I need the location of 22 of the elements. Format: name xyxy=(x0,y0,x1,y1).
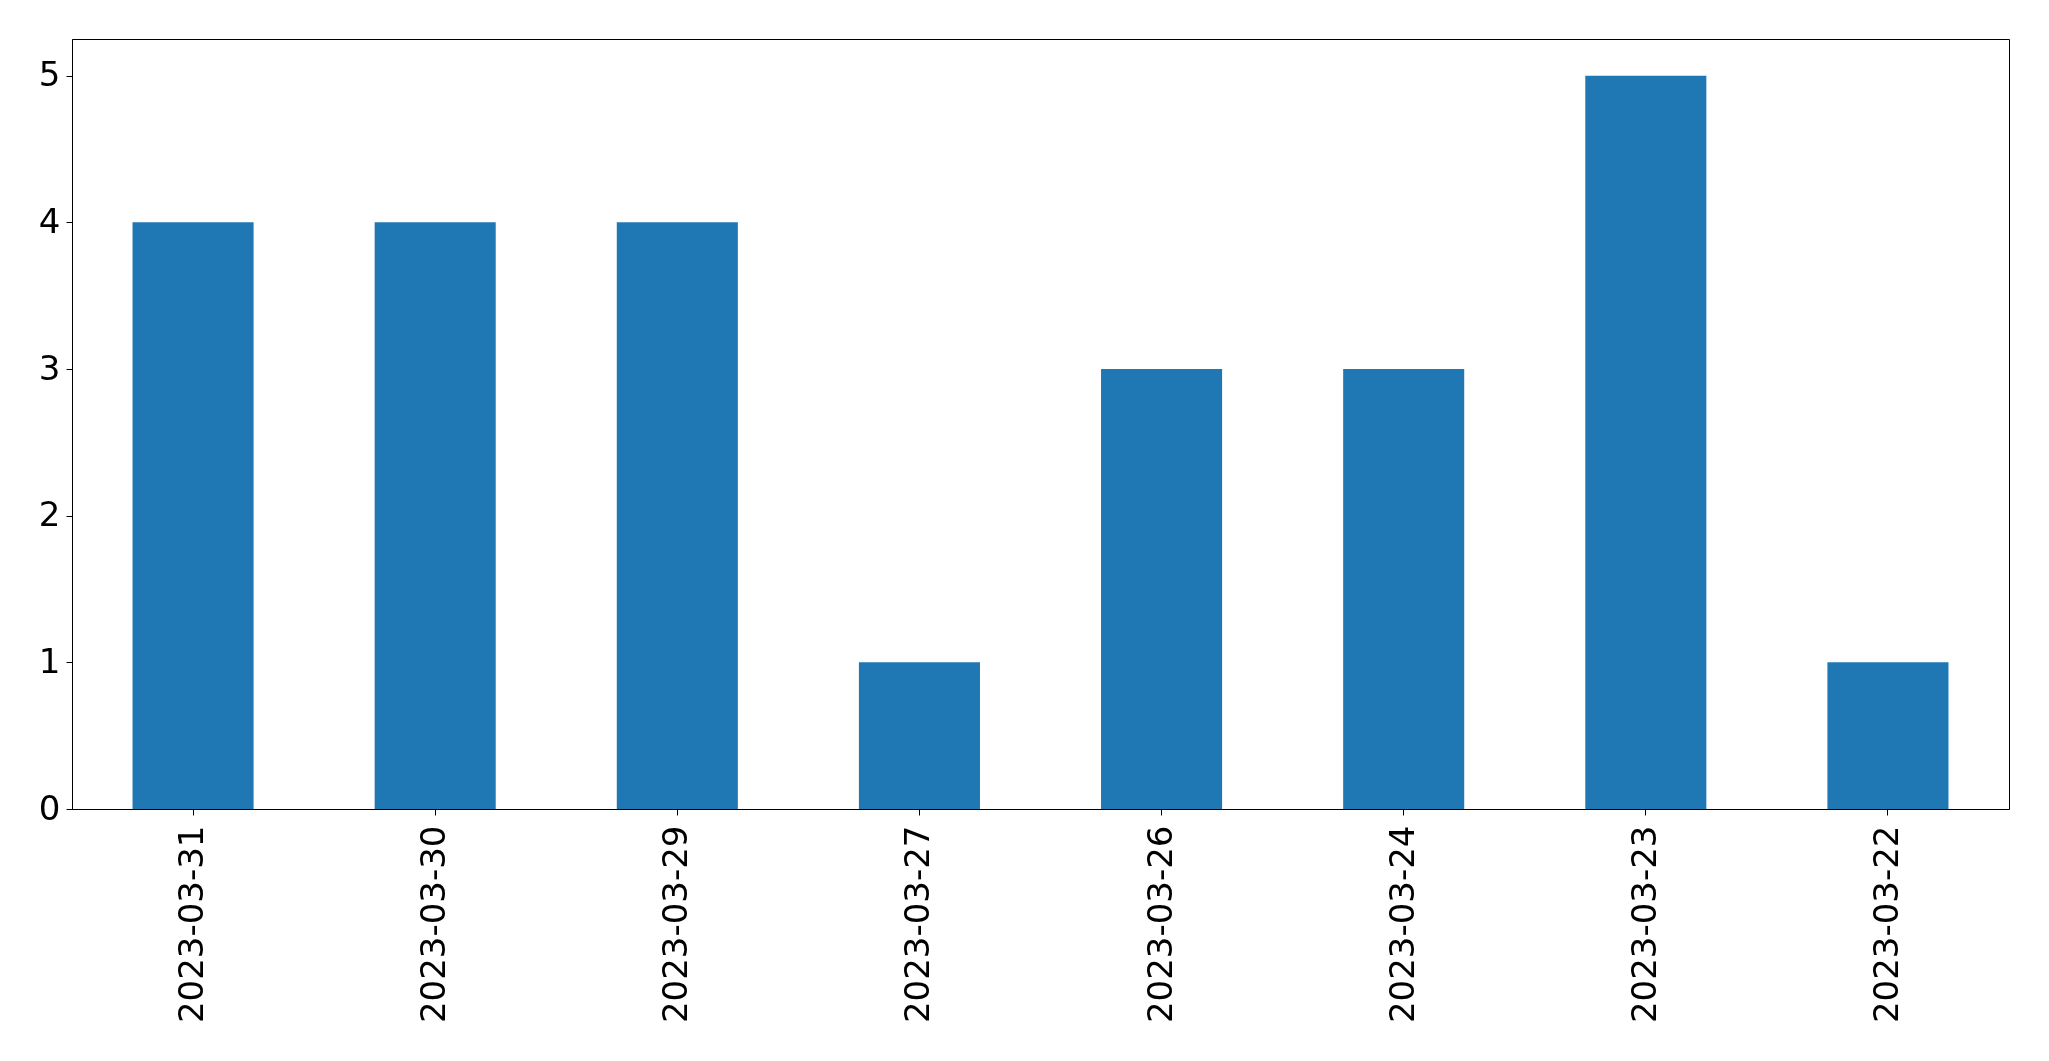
x-tick-label: 2023-03-30 xyxy=(413,825,454,1024)
x-tick-label: 2023-03-24 xyxy=(1381,825,1422,1024)
x-tick-label: 2023-03-23 xyxy=(1623,825,1664,1024)
x-tick-label: 2023-03-26 xyxy=(1139,825,1180,1024)
x-tick-label: 2023-03-27 xyxy=(897,825,938,1024)
x-tick-label: 2023-03-29 xyxy=(655,825,696,1024)
y-tick-label: 4 xyxy=(38,200,61,241)
bar xyxy=(374,222,496,809)
y-tick-label: 1 xyxy=(38,640,61,681)
bar xyxy=(1827,662,1949,809)
bar xyxy=(858,662,980,809)
x-tick-label: 2023-03-31 xyxy=(171,825,212,1024)
x-tick-label: 2023-03-22 xyxy=(1865,825,1906,1024)
y-tick-label: 5 xyxy=(38,54,61,95)
y-tick-label: 2 xyxy=(38,494,61,535)
bar xyxy=(1343,369,1465,809)
y-tick-label: 3 xyxy=(38,347,61,388)
bar xyxy=(1101,369,1223,809)
bar xyxy=(1585,75,1707,809)
bar xyxy=(616,222,738,809)
y-tick-label: 0 xyxy=(38,787,61,828)
bar xyxy=(132,222,254,809)
